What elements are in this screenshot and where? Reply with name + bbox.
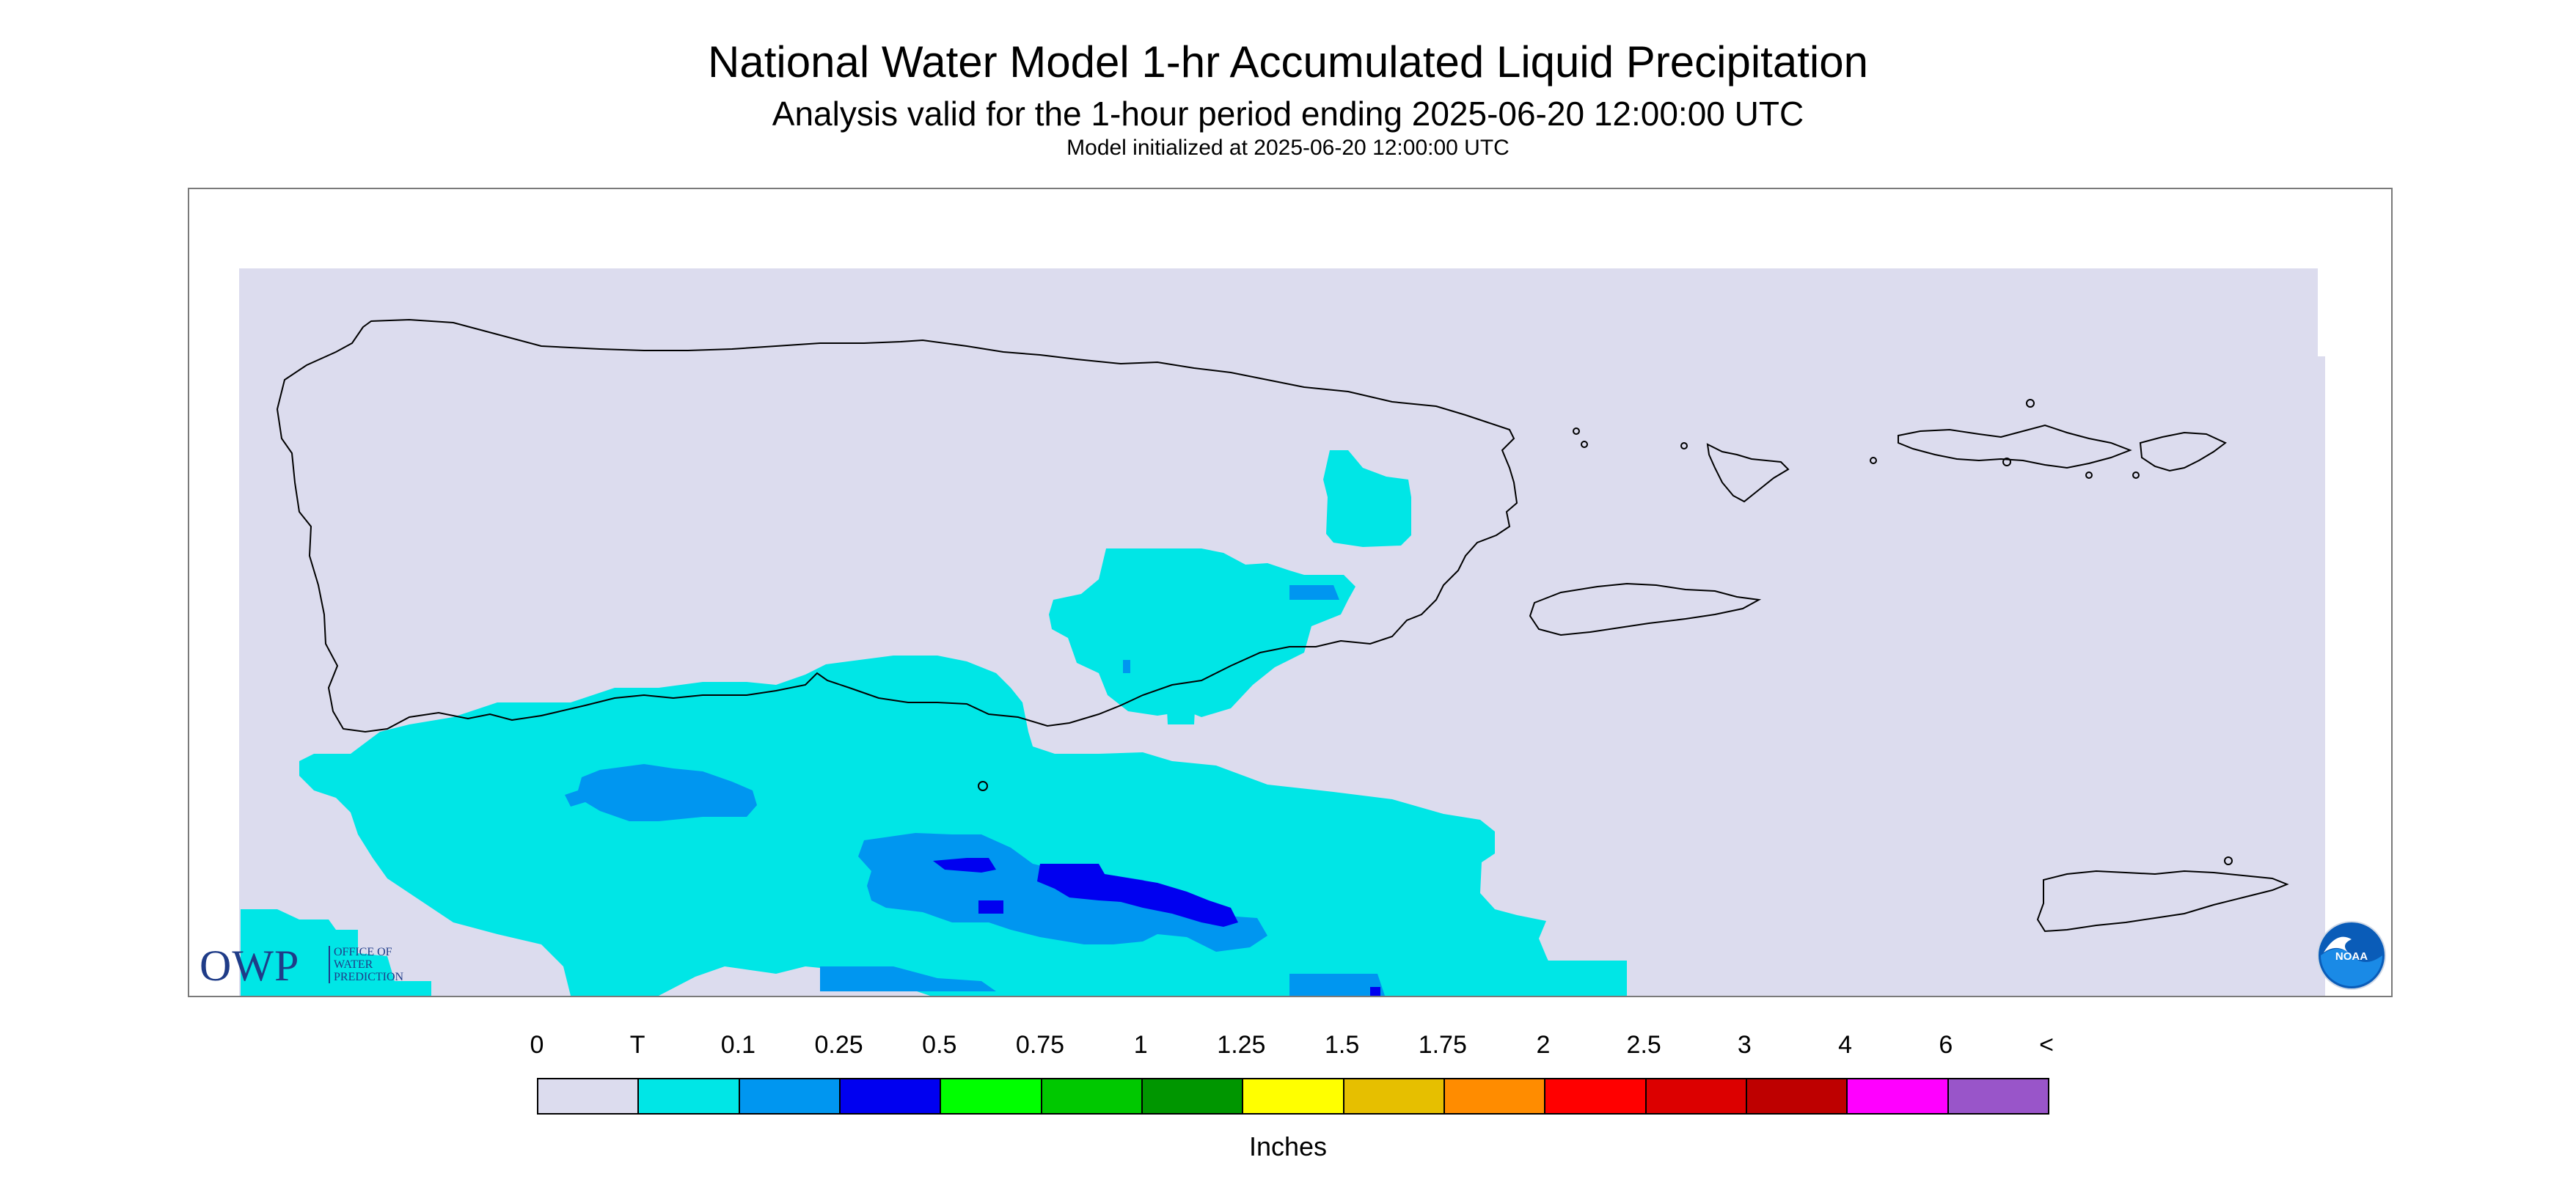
legend-swatch xyxy=(1042,1079,1143,1113)
culebra-coast xyxy=(1706,443,1790,503)
owp-subtext-line: OFFICE OF xyxy=(334,946,392,958)
legend-colorbar xyxy=(537,1078,2049,1115)
legend-label: T xyxy=(629,1031,645,1059)
legend-swatch xyxy=(538,1079,640,1113)
legend-swatch xyxy=(1243,1079,1344,1113)
legend-swatch xyxy=(1646,1079,1747,1113)
legend-swatch xyxy=(739,1079,841,1113)
map-title: National Water Model 1-hr Accumulated Li… xyxy=(708,37,1868,87)
coastlines xyxy=(276,318,2289,933)
owp-logo-subtext: OFFICE OF WATER PREDICTION xyxy=(329,946,403,983)
model-init-line: Model initialized at 2025-06-20 12:00:00… xyxy=(1066,136,1510,160)
legend-label: 1.75 xyxy=(1418,1031,1467,1059)
legend-swatch xyxy=(1444,1079,1546,1113)
legend-label: 4 xyxy=(1838,1031,1853,1059)
owp-subtext-line: PREDICTION xyxy=(334,971,404,983)
noaa-logo: NOAA xyxy=(2317,921,2386,990)
vieques-coast xyxy=(1529,582,1762,636)
legend-label: 6 xyxy=(1939,1031,1953,1059)
legend-label: 1.5 xyxy=(1324,1031,1360,1059)
st-croix-coast xyxy=(2036,870,2289,933)
legend-label: 1.25 xyxy=(1217,1031,1266,1059)
legend-swatch xyxy=(1545,1079,1647,1113)
owp-subtext-line: WATER xyxy=(334,958,373,971)
legend-swatch xyxy=(1344,1079,1445,1113)
st-thomas-coast xyxy=(1898,424,2132,469)
legend-label: 2 xyxy=(1536,1031,1551,1059)
legend-label: 3 xyxy=(1737,1031,1752,1059)
legend-label: 0.25 xyxy=(814,1031,863,1059)
noaa-logo-text: NOAA xyxy=(2335,950,2368,963)
legend-swatch xyxy=(639,1079,740,1113)
legend-labels: 0 T 0.1 0.25 0.5 0.75 1 1.25 1.5 1.75 2 2.5 3 4 6 < xyxy=(0,1031,2576,1068)
legend-label: 0.5 xyxy=(922,1031,957,1059)
owp-logo-mark: OWP xyxy=(200,941,300,990)
precip-trace-areas xyxy=(241,450,1627,996)
precip-dark-blue-areas xyxy=(933,858,1380,996)
map-panel xyxy=(188,188,2393,997)
owp-logo: OWP OFFICE OF WATER PREDICTION xyxy=(200,940,434,991)
legend-label: < xyxy=(2039,1031,2054,1059)
legend-label: 0.1 xyxy=(720,1031,756,1059)
legend-label: 2.5 xyxy=(1626,1031,1661,1059)
legend-swatch xyxy=(1142,1079,1244,1113)
legend-label: 0 xyxy=(530,1031,544,1059)
legend-swatch xyxy=(941,1079,1042,1113)
puerto-rico-coast xyxy=(276,318,1518,733)
legend-swatch xyxy=(1746,1079,1848,1113)
map-subtitle: Analysis valid for the 1-hour period end… xyxy=(772,95,1804,133)
st-john-coast xyxy=(2139,431,2227,472)
legend-label: 0.75 xyxy=(1015,1031,1065,1059)
precip-map xyxy=(239,268,2325,996)
legend-swatch xyxy=(1948,1079,2048,1113)
legend-swatch xyxy=(1848,1079,1949,1113)
legend-units: Inches xyxy=(1248,1131,1328,1161)
legend-swatch xyxy=(840,1079,942,1113)
legend-label: 1 xyxy=(1133,1031,1148,1059)
